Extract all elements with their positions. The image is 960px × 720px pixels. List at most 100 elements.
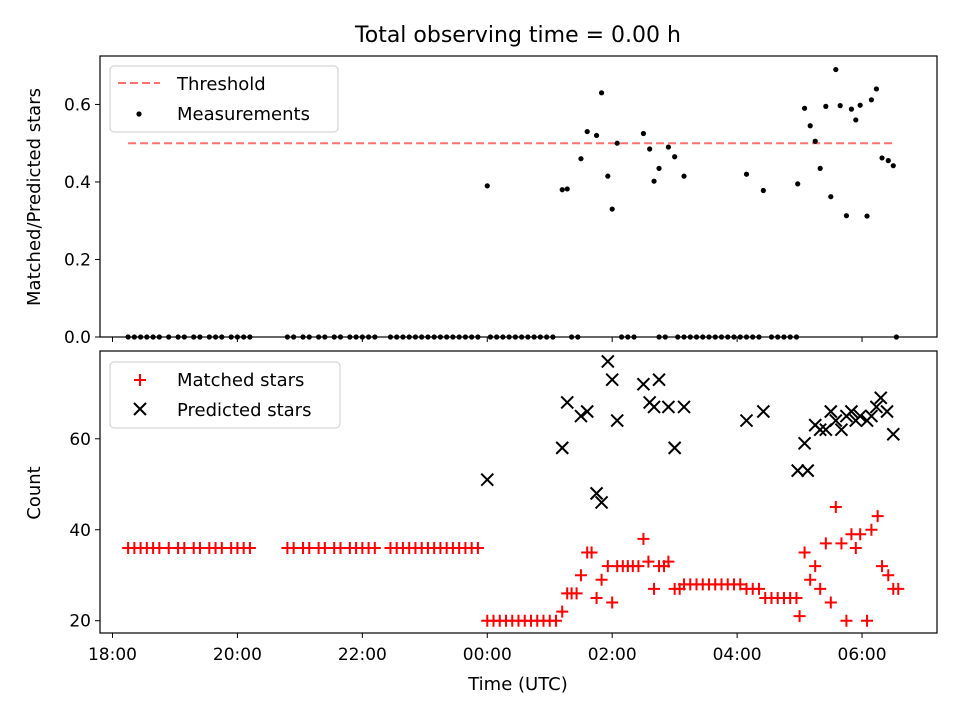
measurement-point [817,165,823,171]
x-tick-label: 02:00 [588,645,637,665]
predicted-star-marker [834,422,849,437]
measurement-point [801,105,808,111]
matched-star-marker [809,560,822,573]
measurement-point [853,117,859,123]
bottom-legend-box [109,361,341,429]
predicted-legend-label: Predicted stars [177,400,311,421]
measurement-point [812,138,818,144]
x-tick-label: 22:00 [338,645,387,665]
predicted-star-marker [605,372,619,387]
matched-star-marker [819,537,832,550]
matched-star-marker [849,541,862,554]
matched-star-marker [824,596,837,609]
top-y-axis-label: Matched/Predicted stars [24,88,45,306]
matched-star-marker [793,610,806,623]
measurement-point [584,128,590,135]
x-tick-label: 00:00 [463,645,512,665]
measurement-point [807,123,813,129]
matched-star-marker [882,569,895,582]
x-tick-label: 06:00 [838,645,887,665]
measurement-point [864,213,870,219]
measurement-point [890,163,896,169]
bottom-axes-frame [99,350,938,634]
matched-star-marker [632,560,645,573]
top-y-tick-label: 0.6 [64,95,91,115]
top-y-axis: 0.0 0.2 0.4 0.6 [64,95,863,348]
matched-star-marker [892,582,905,595]
top-plot-area [125,66,899,340]
predicted-star-marker [797,436,812,451]
predicted-star-marker [800,463,815,478]
matched-star-marker [854,528,867,541]
predicted-star-marker [791,463,805,478]
matched-legend-label: Matched stars [177,370,304,391]
matched-star-marker [662,555,675,568]
measurement-point [879,155,885,161]
predicted-star-marker [824,404,838,419]
predicted-star-marker [555,441,569,455]
matched-star-marker [790,591,803,604]
predicted-star-marker [580,404,594,419]
predicted-star-marker [594,495,609,510]
measurement-point [795,181,801,187]
matched-star-marker [814,582,827,595]
matched-star-marker [804,573,817,586]
predicted-star-marker [853,409,867,423]
measurement-point [609,206,615,212]
matched-star-marker [585,546,598,559]
matched-star-marker [637,532,650,545]
predicted-star-marker [880,404,894,419]
measurement-point [640,130,647,137]
predicted-star-marker [756,404,771,419]
matched-star-marker [243,541,256,554]
predicted-star-marker [560,395,574,410]
matched-legend-swatch [134,374,146,386]
matched-star-marker [734,578,747,591]
measurements-legend-swatch [136,111,142,117]
predicted-star-marker [869,400,884,414]
predicted-star-marker [661,400,676,414]
top-y-tick-label: 0.2 [64,250,91,270]
measurement-point [857,102,863,108]
top-y-tick-label: 0.0 [64,328,91,348]
matched-star-marker [549,614,562,627]
matched-star-marker [861,614,874,627]
measurement-point [484,183,490,189]
measurement-point [578,156,584,162]
x-tick-label: 04:00 [713,645,762,665]
bottom-axes: 20 40 60 18:00 20:00 22:00 00:00 02:00 04:00 06:0… [69,430,886,665]
measurement-point [837,103,843,109]
predicted-star-marker [829,413,843,428]
measurement-point [564,186,570,192]
measurement-point [760,187,766,194]
predicted-star-marker [667,441,682,455]
bottom-y-tick-label: 40 [69,521,91,541]
predicted-star-marker [874,391,888,405]
measurement-point [848,106,855,112]
measurement-point [823,103,829,109]
measurement-point [672,154,678,160]
matched-star-marker [471,541,484,554]
predicted-star-marker [647,400,661,414]
predicted-star-marker [677,400,691,414]
predicted-legend-swatch [133,402,147,416]
predicted-star-marker [886,427,900,441]
measurement-point [873,86,880,92]
measurement-point [647,146,653,152]
predicted-star-marker [813,422,827,437]
matched-star-marker [876,560,889,573]
x-axis-label: Time (UTC) [467,674,568,695]
matched-star-marker [752,582,765,595]
matched-star-marker [840,614,853,627]
matched-star-marker [648,582,661,595]
measurement-point [614,140,620,146]
matched-star-marker [556,605,569,618]
threshold-legend-label: Threshold [176,74,266,95]
predicted-star-marker [652,372,666,387]
measurement-point [833,66,839,73]
measurement-point [868,97,875,103]
predicted-star-marker [574,409,588,423]
bottom-legend: Matched stars Predicted stars [109,361,341,429]
bottom-y-tick-label: 60 [69,430,91,450]
